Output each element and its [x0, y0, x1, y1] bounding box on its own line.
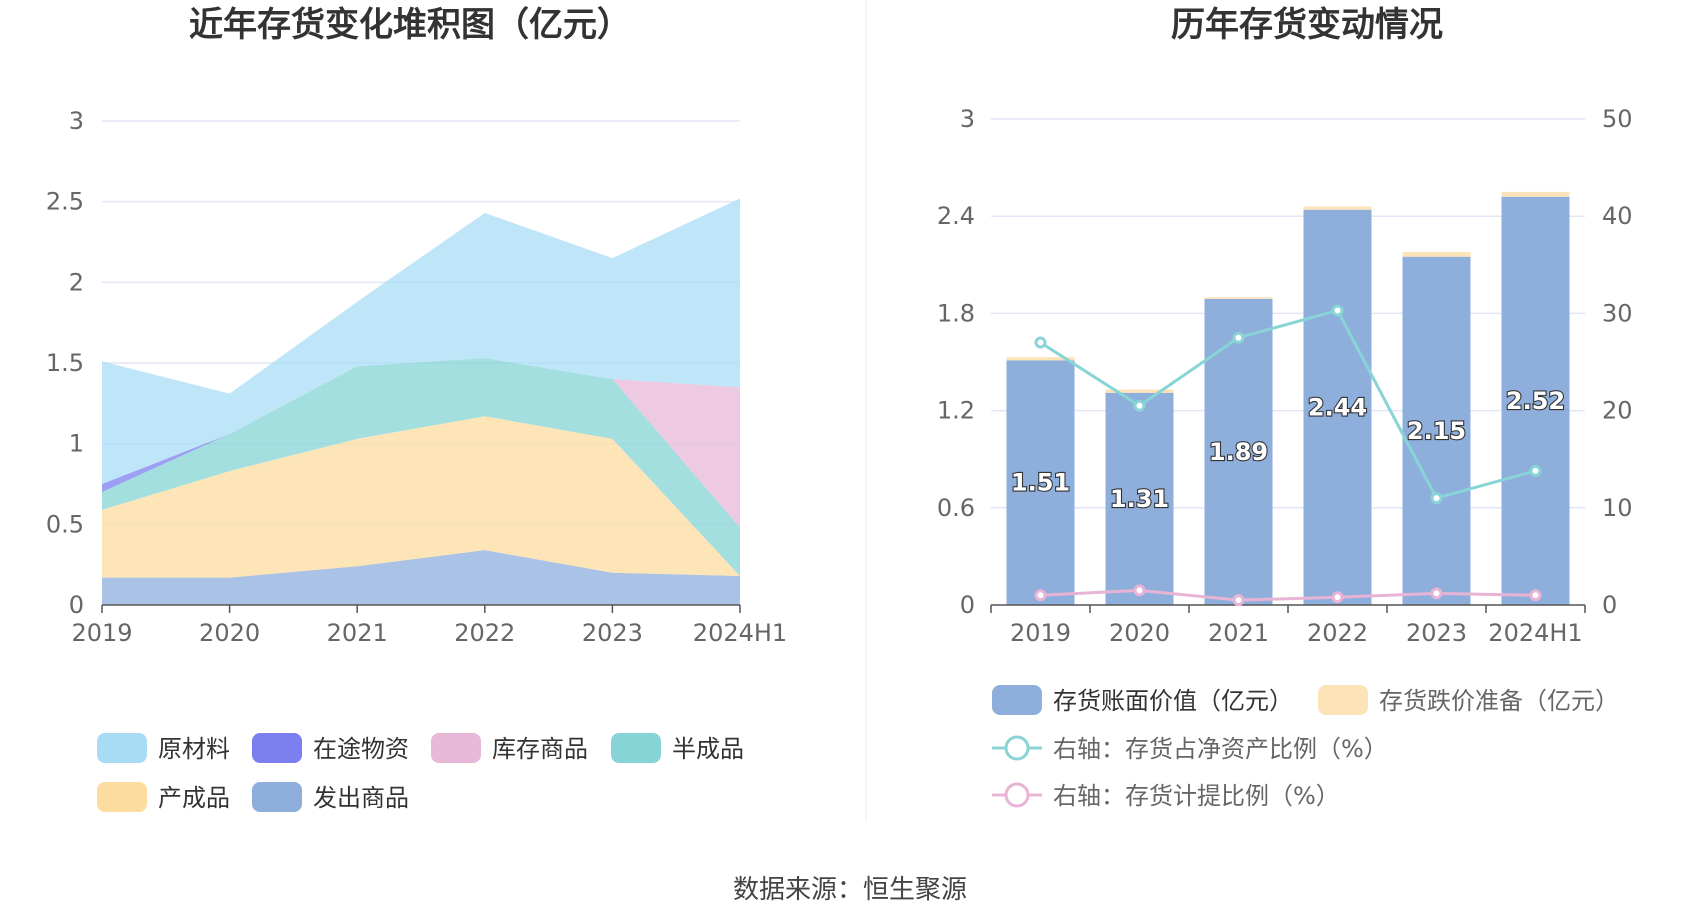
bar-impairment-reserve	[1204, 297, 1273, 299]
bar-impairment-reserve	[1006, 357, 1075, 361]
left-y-tick: 1	[69, 430, 84, 458]
right-chart-title: 历年存货变动情况	[1171, 5, 1443, 45]
left-x-tick: 2022	[454, 619, 515, 647]
point-net-asset-ratio	[1133, 399, 1146, 412]
point-net-asset-ratio	[1529, 464, 1542, 477]
data-source: 数据来源：恒生聚源	[733, 875, 967, 905]
left-y-tick: 1.5	[46, 349, 84, 377]
right-y-tick: 0.6	[937, 494, 975, 522]
right-y2-tick: 50	[1602, 105, 1633, 133]
left-x-tick: 2021	[327, 619, 388, 647]
point-provision-ratio	[1034, 589, 1047, 602]
point-provision-ratio	[1331, 591, 1344, 604]
legend-label: 存货账面价值（亿元）	[1053, 687, 1293, 715]
bar-value-label: 2.52	[1506, 387, 1565, 415]
right-y2-tick: 40	[1602, 202, 1633, 230]
legend-label-在途物资: 在途物资	[313, 735, 409, 763]
legend-label-产成品: 产成品	[158, 784, 230, 812]
bar-value-label: 2.44	[1308, 393, 1367, 421]
left-x-tick: 2024H1	[693, 619, 787, 647]
right-y-tick: 0	[960, 591, 975, 619]
bar-inventory-value	[1204, 298, 1273, 605]
point-net-asset-ratio	[1232, 331, 1245, 344]
right-y2-tick: 30	[1602, 299, 1633, 327]
left-x-tick: 2023	[582, 619, 643, 647]
right-x-tick: 2021	[1208, 619, 1269, 647]
left-chart-title: 近年存货变化堆积图（亿元）	[189, 5, 631, 45]
bar-impairment-reserve	[1501, 191, 1570, 197]
legend-swatch-库存商品	[431, 733, 481, 763]
bar-value-label: 1.31	[1110, 485, 1169, 513]
left-y-tick: 2	[69, 268, 84, 296]
point-net-asset-ratio	[1331, 304, 1344, 317]
legend-marker	[1004, 782, 1030, 808]
legend-label-原材料: 原材料	[158, 735, 230, 763]
legend-label: 右轴：存货计提比例（%）	[1053, 782, 1340, 810]
legend-swatch-在途物资	[252, 733, 302, 763]
point-net-asset-ratio	[1430, 492, 1443, 505]
left-stacked-area-chart: 0 0.5 1 1.5 2 2.5 3 2019 2020 2021 2022 2023 2024H1	[46, 107, 787, 647]
legend-label-库存商品: 库存商品	[492, 735, 588, 763]
right-y-tick: 1.8	[937, 299, 975, 327]
area-原材料	[102, 198, 740, 484]
left-y-tick: 3	[69, 107, 84, 135]
right-x-tick: 2024H1	[1488, 619, 1582, 647]
area-半成品	[102, 358, 740, 576]
bar-impairment-reserve	[1303, 206, 1372, 210]
bar-inventory-value	[1303, 209, 1372, 605]
right-x-tick: 2022	[1307, 619, 1368, 647]
bar-value-label: 2.15	[1407, 417, 1466, 445]
bar-inventory-value	[1105, 392, 1174, 605]
point-provision-ratio	[1430, 587, 1443, 600]
legend-swatch-发出商品	[252, 782, 302, 812]
left-x-tick: 2019	[71, 619, 132, 647]
legend-label: 存货跌价准备（亿元）	[1379, 687, 1619, 715]
right-y2-tick: 0	[1602, 591, 1617, 619]
legend-swatch-产成品	[97, 782, 147, 812]
legend-label-发出商品: 发出商品	[313, 784, 409, 812]
line-provision-ratio	[1040, 588, 1536, 602]
legend-swatch-半成品	[611, 733, 661, 763]
legend-swatch	[1318, 685, 1368, 715]
area-产成品	[102, 416, 740, 578]
right-legend[interactable]: 存货账面价值（亿元） 存货跌价准备（亿元） 右轴：存货占净资产比例（%） 右轴：存货计…	[992, 685, 1619, 810]
bar-impairment-reserve	[1105, 389, 1174, 393]
legend-label: 右轴：存货占净资产比例（%）	[1053, 735, 1388, 763]
line-net-asset-ratio	[1039, 308, 1536, 500]
right-x-tick: 2020	[1109, 619, 1170, 647]
right-y-tick: 2.4	[937, 202, 975, 230]
right-x-tick: 2023	[1406, 619, 1467, 647]
point-provision-ratio	[1232, 594, 1245, 607]
bar-impairment-reserve	[1402, 251, 1471, 257]
bar-value-label: 1.89	[1209, 438, 1268, 466]
point-net-asset-ratio	[1034, 336, 1047, 349]
legend-swatch-原材料	[97, 733, 147, 763]
left-y-tick: 0	[69, 591, 84, 619]
bar-inventory-value	[1006, 360, 1075, 605]
left-x-tick: 2020	[199, 619, 260, 647]
right-x-tick: 2019	[1010, 619, 1071, 647]
point-provision-ratio	[1529, 589, 1542, 602]
legend-marker	[1004, 735, 1030, 761]
legend-swatch	[992, 685, 1042, 715]
legend-label-半成品: 半成品	[672, 735, 744, 763]
right-y-tick: 3	[960, 105, 975, 133]
bar-value-label: 1.51	[1011, 469, 1070, 497]
right-y2-tick: 10	[1602, 494, 1633, 522]
bar-inventory-value	[1501, 196, 1570, 605]
right-y2-tick: 20	[1602, 397, 1633, 425]
bar-inventory-value	[1402, 256, 1471, 605]
right-y-tick: 1.2	[937, 397, 975, 425]
left-y-tick: 2.5	[46, 188, 84, 216]
left-y-tick: 0.5	[46, 510, 84, 538]
area-发出商品	[102, 550, 740, 605]
point-provision-ratio	[1133, 584, 1146, 597]
